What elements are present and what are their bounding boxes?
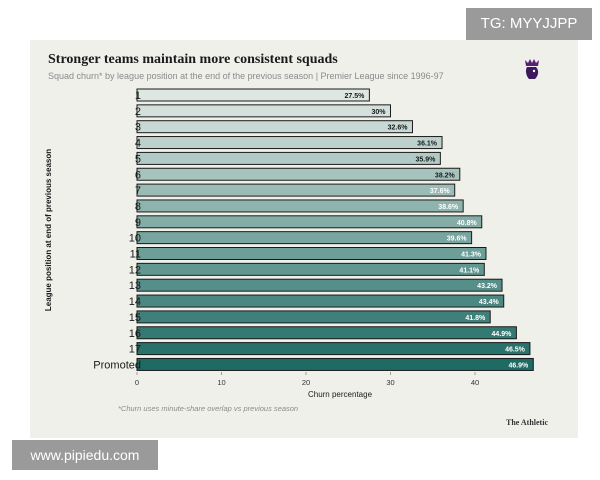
category-label: 16: [129, 328, 141, 340]
premier-league-lion-icon: [525, 59, 539, 79]
category-label: 12: [129, 264, 141, 276]
category-label: 2: [135, 106, 141, 118]
bar-14: [136, 294, 505, 308]
bar-13: [136, 278, 503, 292]
bar-16: [136, 326, 517, 340]
chart-subtitle: Squad churn* by league position at the e…: [48, 71, 444, 81]
bar-17: [136, 342, 531, 356]
x-tick-label: 40: [471, 378, 479, 387]
data-label: 41.1%: [459, 267, 480, 274]
y-axis-label: League position at end of previous seaso…: [44, 149, 53, 311]
x-tick-label: 20: [302, 378, 310, 387]
category-label: Promoted: [93, 359, 141, 371]
bar-11: [136, 247, 487, 260]
data-label: 39.6%: [447, 236, 468, 243]
data-label: 38.6%: [438, 204, 459, 211]
category-label: 10: [129, 233, 141, 245]
bar-9: [136, 215, 483, 229]
x-tick-label: 30: [386, 378, 394, 387]
data-label: 46.5%: [505, 347, 526, 354]
category-label: 8: [135, 201, 141, 213]
x-tick-label: 0: [135, 378, 139, 387]
category-label: 7: [135, 185, 141, 197]
bar-Promoted: [136, 357, 534, 371]
bar-2: [136, 104, 391, 118]
chart-title: Stronger teams maintain more consistent …: [48, 52, 338, 67]
bar-7: [136, 183, 456, 197]
bar-5: [136, 151, 441, 165]
category-label: 17: [129, 344, 141, 356]
category-label: 11: [130, 249, 141, 261]
brand-logo-text: The Athletic: [506, 418, 548, 427]
data-label: 36.1%: [417, 141, 438, 148]
bar-15: [136, 310, 491, 324]
footnote: *Churn uses minute-share overlap vs prev…: [118, 404, 299, 413]
category-label: 9: [135, 217, 141, 229]
bar-8: [136, 199, 464, 213]
category-label: 14: [129, 296, 141, 308]
bar-3: [136, 120, 413, 134]
data-label: 43.2%: [477, 283, 498, 290]
data-label: 27.5%: [345, 93, 366, 100]
category-label: 6: [135, 169, 141, 181]
data-label: 41.8%: [465, 315, 486, 322]
data-label: 46.9%: [508, 362, 529, 369]
watermark-top: TG: MYYJJPP: [466, 8, 592, 40]
data-label: 44.9%: [492, 331, 513, 338]
data-label: 37.6%: [430, 188, 451, 195]
watermark-bottom: www.pipiedu.com: [12, 440, 158, 470]
bar-6: [136, 167, 461, 181]
data-label: 32.6%: [388, 125, 409, 132]
bar-1: [136, 88, 370, 102]
category-label: 4: [135, 138, 141, 150]
data-label: 38.2%: [435, 172, 456, 179]
x-axis-label: Churn percentage: [308, 390, 373, 399]
category-label: 15: [129, 312, 141, 324]
bar-4: [136, 136, 443, 150]
x-tick-label: 10: [217, 378, 225, 387]
category-label: 3: [135, 122, 141, 134]
bar-10: [136, 231, 473, 245]
data-label: 41.3%: [461, 252, 482, 259]
category-label: 13: [129, 280, 141, 292]
category-label: 1: [135, 90, 141, 102]
data-label: 40.8%: [457, 220, 478, 227]
data-label: 35.9%: [415, 156, 436, 163]
data-label: 30%: [371, 109, 386, 116]
data-label: 43.4%: [479, 299, 500, 306]
category-label: 5: [135, 153, 141, 165]
bar-12: [136, 262, 485, 276]
